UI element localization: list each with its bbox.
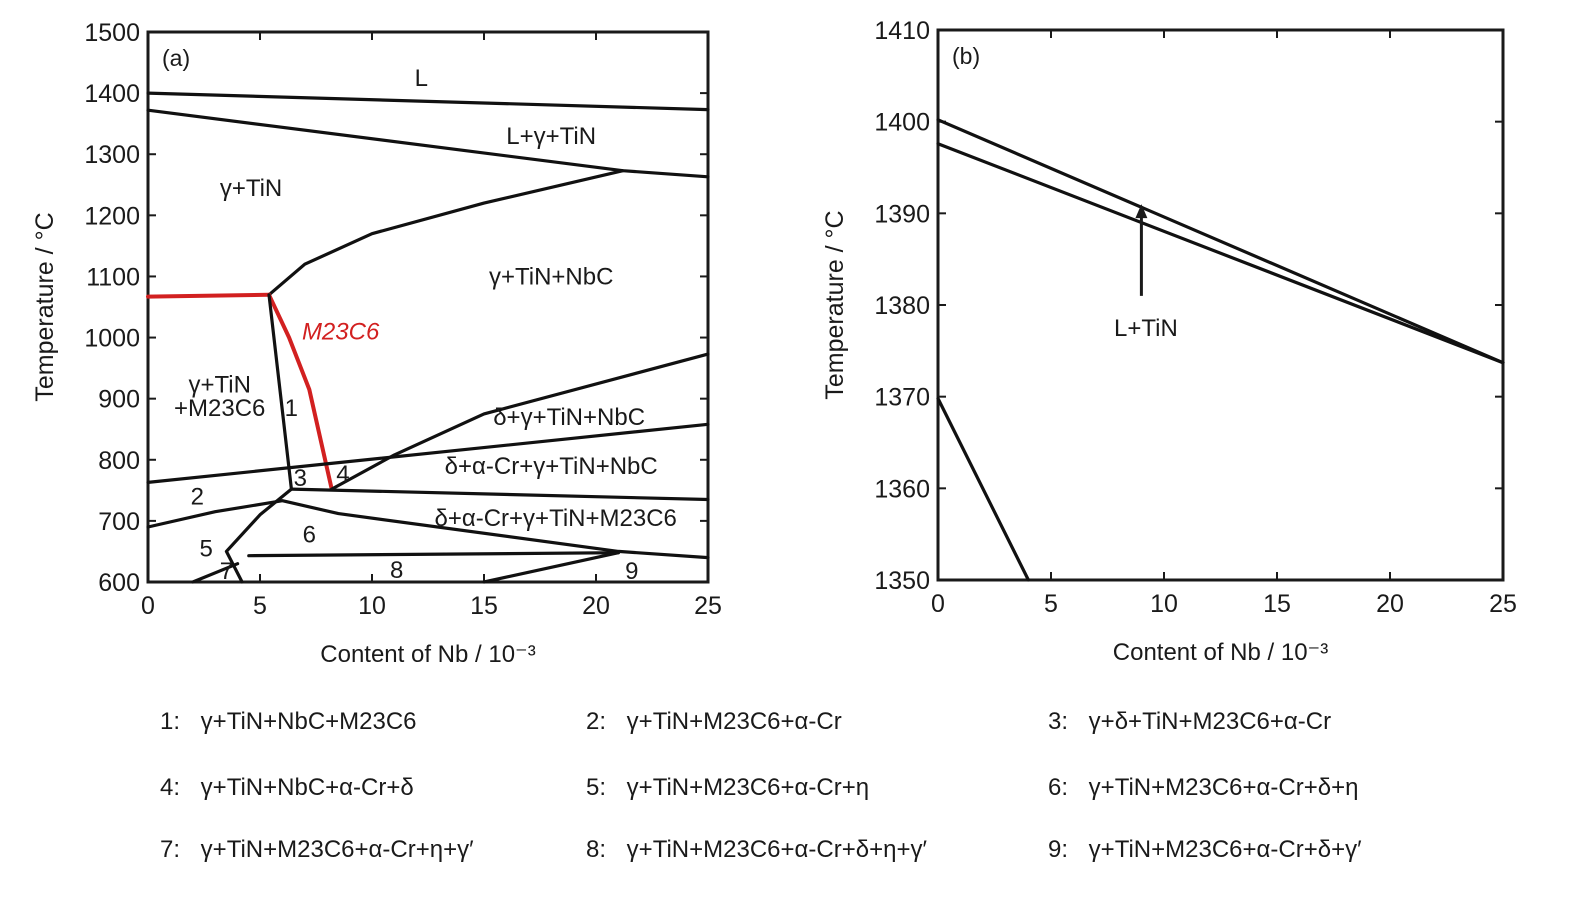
panel-a-chart: 600 700 800 900 1000 1100 1200 1300 1400 1500 0 5 10… (31, 19, 722, 668)
x-tick-label: 25 (694, 592, 722, 620)
region-label: 7 (220, 558, 233, 585)
phase-boundary-line (146, 91, 710, 112)
y-tick-label: 1000 (84, 325, 140, 353)
y-tick-label: 1370 (874, 384, 930, 412)
panel-b-chart: 1350 1360 1370 1380 1390 1400 1410 0 5 10 15 20 25 Co… (821, 17, 1517, 666)
phase-boundary-line (482, 551, 621, 584)
y-tick-label: 900 (98, 386, 140, 414)
region-label: 5 (200, 535, 213, 562)
y-tick-label: 1380 (874, 292, 930, 320)
phase-boundary-line (146, 292, 271, 299)
phase-boundary-line (191, 562, 240, 584)
phase-boundary-line (267, 293, 293, 491)
region-label: L (415, 65, 428, 92)
y-tick-label: 1360 (874, 475, 930, 503)
phase-boundary-line (267, 292, 334, 492)
region-label: δ+α-Cr+γ+TiN+NbC (445, 453, 658, 480)
y-tick-label: 1200 (84, 202, 140, 230)
x-tick-label: 0 (141, 592, 155, 620)
phase-boundary-line (330, 352, 710, 491)
y-tick-label: 1500 (84, 19, 140, 47)
phase-boundary-line (146, 499, 710, 560)
x-tick-label: 0 (931, 590, 945, 618)
region-label: 4 (336, 461, 349, 488)
phase-boundary-line (146, 422, 710, 484)
panel-label: (a) (162, 45, 190, 71)
arrow-head (1135, 204, 1148, 219)
region-label: γ+TiN (188, 372, 250, 399)
x-tick-label: 20 (582, 592, 610, 620)
region-label: L+γ+TiN (506, 123, 596, 150)
region-label: 2 (191, 483, 204, 510)
region-label: 6 (303, 521, 316, 548)
region-label: δ+α-Cr+γ+TiN+M23C6 (434, 505, 676, 532)
region-label: δ+γ+TiN+NbC (493, 404, 645, 431)
x-axis-label: Content of Nb / 10⁻³ (320, 641, 535, 668)
region-label: M23C6 (302, 318, 380, 345)
x-tick-label: 25 (1489, 590, 1517, 618)
y-tick-label: 1400 (874, 109, 930, 137)
phase-boundary-line (936, 118, 1505, 365)
x-tick-label: 10 (358, 592, 386, 620)
region-label: L+TiN (1114, 315, 1178, 342)
y-tick-label: 700 (98, 508, 140, 536)
phase-boundary-line (267, 169, 625, 297)
y-axis-label: Temperature / °C (821, 210, 849, 399)
region-label: 1 (285, 395, 298, 422)
y-tick-label: 1390 (874, 200, 930, 228)
y-axis-label: Temperature / °C (31, 212, 59, 401)
phase-boundary-line (936, 396, 1031, 582)
x-tick-label: 5 (253, 592, 267, 620)
y-tick-label: 1350 (874, 567, 930, 595)
x-tick-label: 15 (470, 592, 498, 620)
y-tick-label: 800 (98, 447, 140, 475)
x-tick-label: 15 (1263, 590, 1291, 618)
region-label: γ+TiN+NbC (489, 263, 613, 290)
y-tick-label: 1300 (84, 141, 140, 169)
phase-boundary-line (289, 487, 710, 502)
region-label: γ+TiN (220, 175, 282, 202)
y-tick-label: 600 (98, 569, 140, 597)
region-label: 8 (390, 557, 403, 584)
x-tick-label: 5 (1044, 590, 1058, 618)
region-label: 9 (625, 558, 638, 585)
x-axis-label: Content of Nb / 10⁻³ (1113, 639, 1328, 666)
x-tick-label: 10 (1150, 590, 1178, 618)
phase-boundary-line (146, 108, 710, 179)
region-label: 3 (294, 465, 307, 492)
phase-boundary-line (247, 551, 621, 558)
region-label: +M23C6 (174, 395, 265, 422)
plot-frame (146, 30, 710, 584)
y-tick-label: 1410 (874, 17, 930, 45)
x-tick-label: 20 (1376, 590, 1404, 618)
phase-boundary-line (936, 142, 1505, 365)
plot-frame (936, 28, 1505, 582)
y-tick-label: 1400 (84, 80, 140, 108)
y-tick-label: 1100 (86, 263, 140, 291)
panel-label: (b) (952, 43, 980, 69)
